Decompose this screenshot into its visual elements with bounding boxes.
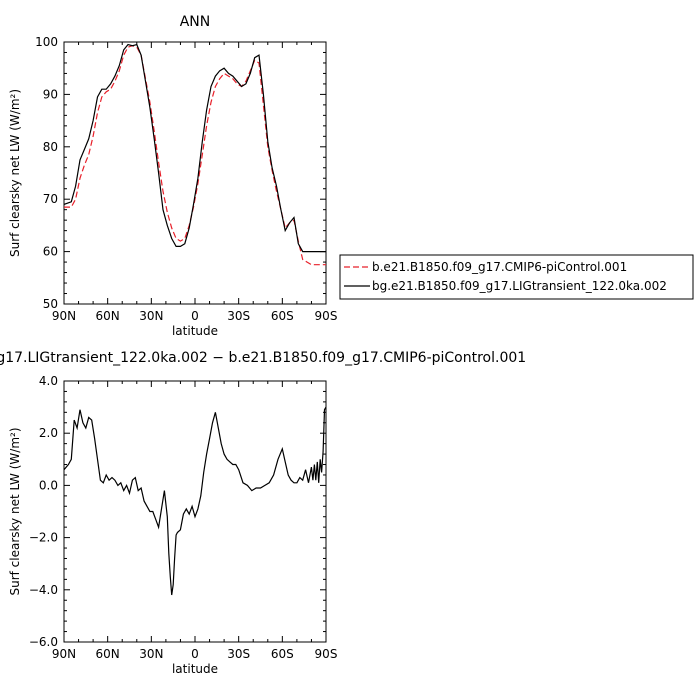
x-tick-label: 90S <box>315 309 338 323</box>
plot-frame <box>63 380 327 643</box>
y-axis-label: Surf clearsky net LW (W/m²) <box>8 89 22 257</box>
y-tick-label: 100 <box>35 35 58 49</box>
x-axis-label: latitude <box>172 324 218 338</box>
series-line-0 <box>64 45 326 266</box>
chart-title: bg.e21.B1850.f09_g17.LIGtransient_122.0k… <box>0 350 526 366</box>
x-tick-label: 60N <box>96 309 120 323</box>
y-tick-label: 2.0 <box>39 426 58 440</box>
x-tick-label: 60S <box>271 309 294 323</box>
y-tick-label: −4.0 <box>29 583 58 597</box>
legend-box <box>339 254 694 300</box>
x-tick-label: 60N <box>96 647 120 661</box>
x-tick-label: 90N <box>52 309 76 323</box>
y-tick-label: 80 <box>43 140 58 154</box>
x-tick-label: 90N <box>52 647 76 661</box>
y-tick-label: −6.0 <box>29 635 58 649</box>
x-tick-label: 30N <box>139 309 163 323</box>
chart-title: ANN <box>180 14 211 30</box>
x-axis-label: latitude <box>172 662 218 676</box>
y-tick-label: 90 <box>43 87 58 101</box>
y-tick-label: −2.0 <box>29 531 58 545</box>
x-tick-label: 60S <box>271 647 294 661</box>
x-tick-label: 0 <box>191 647 199 661</box>
legend-entry: b.e21.B1850.f09_g17.CMIP6-piControl.001 <box>372 260 627 274</box>
y-tick-label: 4.0 <box>39 374 58 388</box>
y-tick-label: 0.0 <box>39 478 58 492</box>
plot-frame <box>63 41 327 305</box>
y-tick-label: 60 <box>43 245 58 259</box>
y-axis-label: Surf clearsky net LW (W/m²) <box>8 427 22 595</box>
series-line-0 <box>64 406 326 596</box>
difference-line-plot: bg.e21.B1850.f09_g17.LIGtransient_122.0k… <box>0 350 526 676</box>
x-tick-label: 30S <box>227 309 250 323</box>
y-tick-label: 50 <box>43 297 58 311</box>
legend-entry: bg.e21.B1850.f09_g17.LIGtransient_122.0k… <box>372 279 667 293</box>
series-line-1 <box>64 43 326 253</box>
x-tick-label: 30S <box>227 647 250 661</box>
y-tick-label: 70 <box>43 192 58 206</box>
x-tick-label: 0 <box>191 309 199 323</box>
top-line-plot: ANN 90N 60N 30N 0 30S 60S 90S 50 60 70 80 90 100 latit… <box>8 14 694 338</box>
x-tick-label: 30N <box>139 647 163 661</box>
x-tick-label: 90S <box>315 647 338 661</box>
